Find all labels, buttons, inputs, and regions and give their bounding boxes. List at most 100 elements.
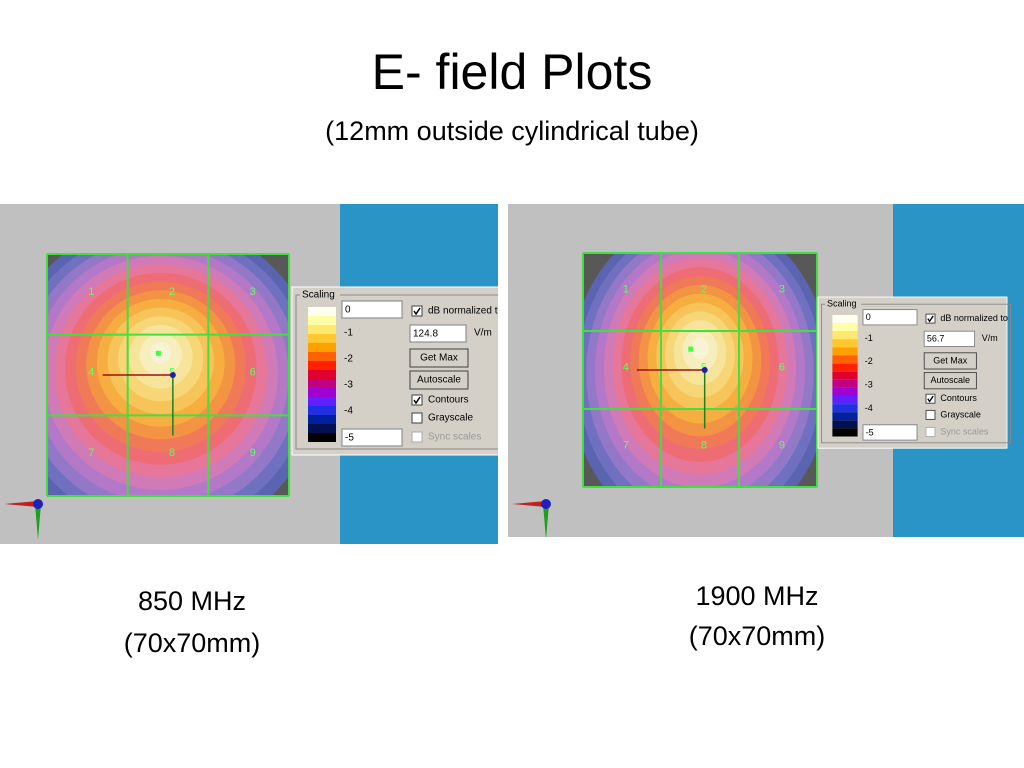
checkbox-label: Grayscale: [940, 409, 981, 419]
checkbox-label: Contours: [428, 395, 469, 406]
checkbox-label: Sync scales: [428, 432, 481, 443]
checkbox-label: Grayscale: [428, 413, 473, 424]
caption: 850 MHz: [138, 586, 246, 616]
grid-label: 7: [623, 440, 629, 452]
color-band: [832, 420, 858, 429]
unit: V/m: [982, 333, 998, 343]
checkbox[interactable]: [411, 412, 423, 424]
color-band: [308, 307, 336, 316]
max-input-text: 0: [345, 305, 351, 316]
group-legend: Scaling: [302, 290, 335, 301]
min-input-text: -5: [345, 433, 354, 444]
grid-label: 2: [701, 284, 707, 296]
get-max-button-label: Get Max: [933, 355, 968, 365]
checkbox[interactable]: [925, 409, 936, 420]
autoscale-button-label: Autoscale: [931, 375, 971, 385]
contour: [691, 337, 709, 360]
color-band: [832, 355, 858, 364]
checkbox: [411, 431, 423, 443]
color-band: [832, 331, 858, 340]
color-band: [832, 339, 858, 348]
autoscale-button-label: Autoscale: [417, 375, 461, 386]
scaling-panel: Scaling -1 -2 -3 -4 0 124.8 -5 V/m dB normalized …: [291, 286, 498, 456]
grid-label: 7: [88, 447, 94, 459]
scale-label: -2: [865, 356, 873, 366]
grid-label: 9: [779, 440, 785, 452]
check-mark: [413, 396, 421, 405]
legend-bg: [300, 289, 340, 301]
autoscale-button[interactable]: [409, 370, 469, 390]
color-band: [308, 370, 336, 379]
color-band: [832, 404, 858, 413]
group-legend: Scaling: [827, 299, 857, 309]
max-input[interactable]: [862, 309, 918, 326]
caption: (70x70mm): [689, 621, 826, 651]
color-band: [832, 315, 858, 324]
scale-label: -4: [344, 406, 353, 417]
grid-label: 4: [88, 366, 94, 378]
color-band: [832, 412, 858, 421]
slide-title: E- field Plots: [372, 44, 653, 100]
min-input[interactable]: [862, 424, 918, 441]
check-mark: [927, 315, 934, 323]
checkbox[interactable]: [925, 393, 936, 404]
min-input-text: -5: [866, 427, 874, 437]
scale-label: -1: [865, 333, 873, 343]
scaling-panel: Scaling -1 -2 -3 -4 0 56.7 -5 V/m dB normalized t…: [817, 296, 1012, 449]
axis-z: [33, 499, 43, 509]
checkbox[interactable]: [411, 305, 423, 317]
grid-label: 3: [250, 286, 256, 298]
grid-label: 1: [88, 286, 94, 298]
checkbox[interactable]: [925, 313, 936, 324]
get-max-button[interactable]: [923, 352, 977, 370]
axis-x: [4, 501, 38, 507]
check-mark: [413, 307, 421, 316]
color-band: [832, 387, 858, 396]
checkbox-label: dB normalized t: [428, 306, 498, 317]
grid-label: 1: [623, 284, 629, 296]
axis-y: [35, 504, 41, 540]
checkbox[interactable]: [411, 394, 423, 406]
grid-label: 6: [779, 362, 785, 374]
axis-z: [541, 499, 551, 509]
scale-label: -4: [865, 403, 873, 413]
get-max-button-label: Get Max: [420, 353, 458, 364]
scale-label: -2: [344, 354, 353, 365]
color-band: [308, 424, 336, 433]
color-band: [308, 352, 336, 361]
probe: [701, 367, 708, 373]
autoscale-button[interactable]: [923, 372, 977, 390]
checkbox-label: dB normalized to: [940, 313, 1008, 323]
scale-label: -3: [344, 380, 353, 391]
value-input-text: 124.8: [413, 329, 438, 340]
scale-label: -3: [865, 380, 873, 390]
caption: 1900 MHz: [695, 581, 818, 611]
max-input-text: 0: [866, 312, 871, 322]
color-band: [308, 388, 336, 397]
get-max-button[interactable]: [409, 348, 469, 368]
probe: [169, 372, 176, 378]
color-band: [308, 361, 336, 370]
grid-label: 8: [169, 447, 175, 459]
min-input[interactable]: [341, 428, 403, 447]
color-band: [308, 343, 336, 352]
color-band: [832, 379, 858, 388]
color-band: [832, 323, 858, 332]
color-band: [308, 379, 336, 388]
value-input[interactable]: [409, 324, 467, 343]
grid-label: 3: [779, 284, 785, 296]
color-band: [308, 415, 336, 424]
color-band: [308, 397, 336, 406]
color-band: [308, 334, 336, 343]
color-band: [308, 433, 336, 442]
axis-y: [543, 504, 549, 537]
color-band: [832, 396, 858, 405]
color-band: [832, 428, 858, 437]
value-input[interactable]: [923, 330, 976, 347]
max-input[interactable]: [341, 300, 403, 319]
grid-label: 2: [169, 286, 175, 298]
checkbox: [925, 427, 936, 437]
caption: (70x70mm): [124, 628, 261, 658]
